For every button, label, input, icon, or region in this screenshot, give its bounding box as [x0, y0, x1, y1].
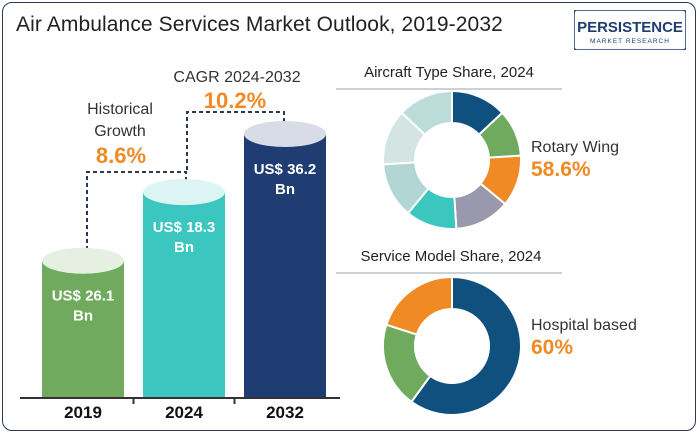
donut2-slice-2 [385, 275, 453, 336]
bar-value-label-2032-1: Bn [275, 181, 295, 198]
logo-brand: PERSISTENCE [577, 19, 683, 36]
bar-cap-2032 [244, 121, 326, 147]
historical-value: 8.6% [96, 143, 146, 168]
rotary-wing-label: Rotary Wing [531, 139, 619, 156]
x-tick-2019: 2019 [64, 403, 102, 422]
bar-value-label-2019-0: US$ 26.1 [52, 288, 115, 305]
bar-2032: US$ 36.2 Bn [244, 121, 326, 398]
hospital-based-value: 60% [531, 336, 573, 359]
bar-value-label-2019-1: Bn [73, 308, 93, 325]
historical-connector [86, 171, 187, 250]
service-model-title: Service Model Share, 2024 [361, 248, 542, 265]
aircraft-type-donut [382, 89, 522, 230]
logo-tagline: MARKET RESEARCH [590, 38, 670, 45]
bar-value-label-2024-1: Bn [174, 239, 194, 256]
cagr-connector [186, 111, 285, 170]
bar-body-2024 [143, 192, 225, 398]
historical-label-2: Growth [94, 123, 146, 140]
bar-body-2019 [42, 260, 124, 398]
bar-cap-2019 [42, 247, 124, 274]
hospital-based-label: Hospital based [531, 317, 637, 334]
bar-value-label-2032-0: US$ 36.2 [254, 161, 317, 178]
bar-chart: US$ 26.1 Bn US$ 18.3 Bn US$ 36.2 Bn [42, 121, 326, 398]
bar-2019: US$ 26.1 Bn [42, 247, 124, 398]
x-tick-2032: 2032 [266, 403, 304, 422]
bar-body-2032 [244, 134, 326, 398]
historical-label: Historical [87, 101, 153, 118]
donut1-slice-7 [400, 89, 453, 137]
bar-cap-2024 [143, 179, 225, 206]
x-tick-2024: 2024 [165, 403, 203, 422]
donut2-slice-0 [410, 275, 522, 416]
rotary-wing-value: 58.6% [531, 158, 591, 181]
bar-value-label-2024-0: US$ 18.3 [153, 219, 216, 236]
page-title: Air Ambulance Services Market Outlook, 2… [16, 13, 503, 36]
aircraft-type-title: Aircraft Type Share, 2024 [364, 64, 534, 81]
brand-logo: PERSISTENCE MARKET RESEARCH [574, 10, 686, 50]
service-model-donut [382, 275, 522, 416]
cagr-label: CAGR 2024-2032 [173, 69, 300, 86]
cagr-value: 10.2% [204, 88, 266, 113]
bar-2024: US$ 18.3 Bn [143, 179, 225, 398]
